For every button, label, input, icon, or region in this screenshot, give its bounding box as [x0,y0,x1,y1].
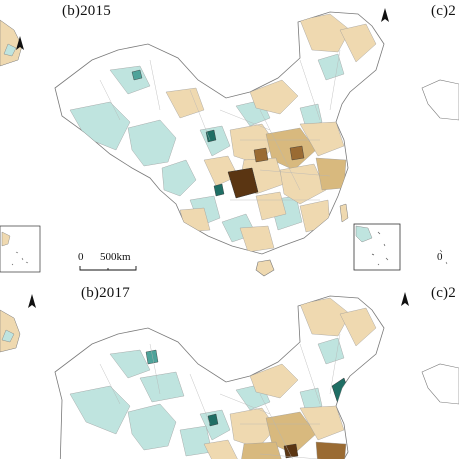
north-arrow-icon [16,36,24,50]
panel-title-right-bottom: (c)2 [431,285,456,301]
map-2017 [54,295,385,459]
scale-zero-label: 0 [78,251,84,263]
scale-distance-label: 500km [100,251,131,263]
north-arrow-icon [401,292,409,306]
panel-title-2015: (b)2015 [62,3,111,19]
right-partial-panel [421,79,459,405]
north-arrow-icon [381,8,389,22]
south-china-sea-inset [353,223,401,271]
north-arrow-icon [28,294,36,308]
scale-bar [79,266,137,271]
panel-title-2017: (b)2017 [81,285,130,301]
taiwan-island [339,203,349,223]
hainan-island [255,259,275,277]
map-2015 [54,11,385,277]
scale-zero-label-right: 0 [437,251,443,263]
panel-title-right-top: (c)2 [431,3,456,19]
left-partial-panel-bottom [0,294,36,353]
left-partial-panel-top [0,19,41,273]
